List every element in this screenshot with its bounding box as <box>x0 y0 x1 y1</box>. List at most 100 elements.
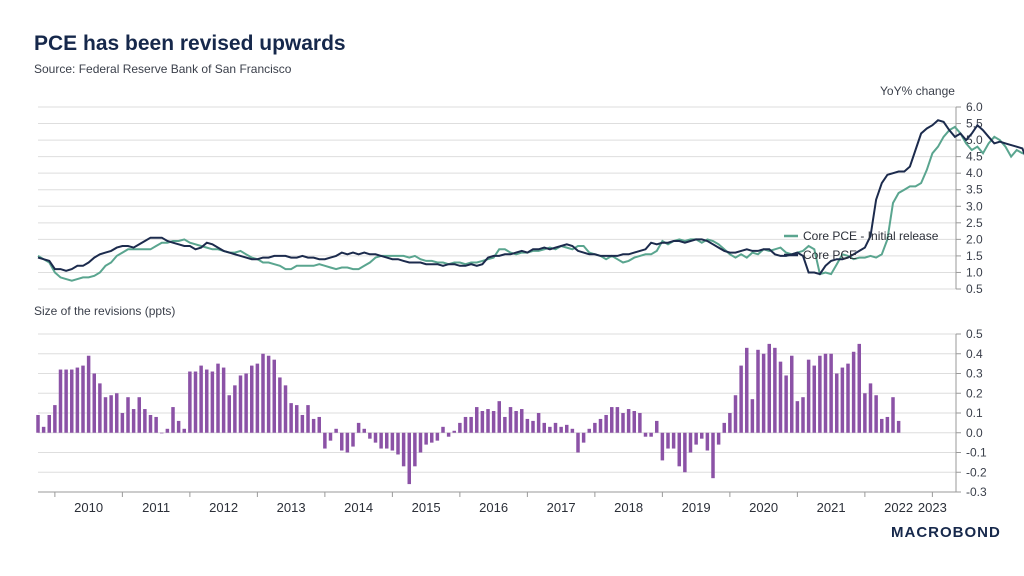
revision-bar <box>671 432 676 449</box>
revision-bar <box>131 409 136 433</box>
revision-bar <box>435 432 440 441</box>
revision-bar <box>469 416 473 433</box>
legend-label-core-pce: Core PCE <box>803 248 857 262</box>
revision-bar <box>790 355 794 433</box>
revision-bar <box>70 369 74 433</box>
top-y-tick-label: 2.5 <box>966 216 983 230</box>
revision-bar <box>570 428 575 433</box>
revision-bar <box>306 405 310 433</box>
revision-bar <box>193 371 198 433</box>
revision-bar <box>750 399 755 433</box>
revision-bar <box>767 343 771 433</box>
x-tick-label: 2015 <box>412 500 441 515</box>
revision-bar <box>171 407 175 433</box>
revision-bar <box>244 373 248 433</box>
revision-bar <box>311 418 316 433</box>
revision-bar <box>379 432 383 449</box>
revision-bar <box>694 432 698 445</box>
x-tick-label: 2013 <box>277 500 306 515</box>
x-tick-label: 2018 <box>614 500 643 515</box>
revision-bar <box>182 428 186 433</box>
bottom-y-tick-label: -0.3 <box>966 485 987 499</box>
revision-bar <box>120 413 125 433</box>
revision-bar <box>452 430 456 433</box>
top-y-tick-label: 1.5 <box>966 249 983 263</box>
legend-label-initial-release: Core PCE - Initial release <box>803 229 939 243</box>
revision-bar <box>851 351 856 433</box>
revision-bar <box>373 432 378 443</box>
revision-bar <box>491 411 496 433</box>
revision-bar <box>115 393 119 433</box>
revision-bar <box>565 424 569 433</box>
revision-bar <box>615 407 620 433</box>
bottom-y-tick-label: 0.4 <box>966 347 983 361</box>
revision-bar <box>295 405 299 433</box>
revision-bar <box>581 432 586 443</box>
revision-bar <box>728 413 732 433</box>
revision-bar <box>553 422 558 433</box>
revision-bar <box>340 432 344 451</box>
revision-bar <box>227 395 231 433</box>
revision-bar <box>773 347 777 433</box>
revision-bar <box>143 409 147 433</box>
revision-bar <box>604 414 608 433</box>
revision-bar <box>846 363 850 433</box>
revision-bar <box>98 383 102 433</box>
x-tick-label: 2012 <box>209 500 238 515</box>
revision-bar <box>508 407 513 433</box>
revision-bar <box>289 403 293 433</box>
revision-bar <box>176 420 181 433</box>
x-tick-label: 2023 <box>918 500 947 515</box>
revision-bar <box>868 383 873 433</box>
revision-bar <box>576 432 580 453</box>
revision-bar <box>323 432 327 449</box>
revision-bar <box>829 353 833 433</box>
chart-title: PCE has been revised upwards <box>34 32 346 55</box>
revision-bar <box>205 369 209 433</box>
revision-bar <box>441 426 445 433</box>
x-tick-label: 2014 <box>344 500 373 515</box>
revision-bar <box>92 373 96 433</box>
revision-bar <box>660 432 665 461</box>
revision-bar <box>81 365 85 433</box>
revision-bar <box>300 414 305 433</box>
revision-bar <box>739 365 743 433</box>
revision-bar <box>418 432 423 453</box>
revision-bar <box>756 349 760 433</box>
revision-bar <box>548 426 552 433</box>
revision-bar <box>345 432 350 453</box>
revision-bar <box>328 432 333 441</box>
revision-bar <box>885 416 890 433</box>
revision-bar <box>75 367 80 433</box>
top-y-tick-label: 6.0 <box>966 100 983 114</box>
top-y-tick-label: 2.0 <box>966 232 983 246</box>
revision-bar <box>137 397 141 433</box>
revision-bar <box>261 353 265 433</box>
revision-bar <box>716 432 721 445</box>
revision-bar <box>896 420 901 433</box>
revision-bar <box>238 375 243 433</box>
revision-bar <box>812 365 816 433</box>
revision-bar <box>266 355 271 433</box>
revision-bar <box>210 371 215 433</box>
bottom-y-tick-label: 0.0 <box>966 426 983 440</box>
revision-bar <box>36 414 40 433</box>
revision-bar <box>486 409 490 433</box>
revision-bar <box>272 359 276 433</box>
revision-bar <box>593 422 597 433</box>
revision-bar <box>407 432 411 485</box>
revision-bar <box>531 420 535 433</box>
revision-bar <box>818 355 822 433</box>
top-y-tick-label: 0.5 <box>966 282 983 296</box>
revision-bar <box>47 414 51 433</box>
revision-bar <box>880 418 884 433</box>
revision-bar <box>148 414 153 433</box>
revision-bar <box>626 409 631 433</box>
revision-bar <box>649 432 653 437</box>
revision-bar <box>806 359 811 433</box>
revision-bar <box>700 432 704 439</box>
revision-bar <box>278 377 282 433</box>
revision-bar <box>233 385 237 433</box>
revision-bar <box>109 395 113 433</box>
revision-bar <box>221 367 226 433</box>
